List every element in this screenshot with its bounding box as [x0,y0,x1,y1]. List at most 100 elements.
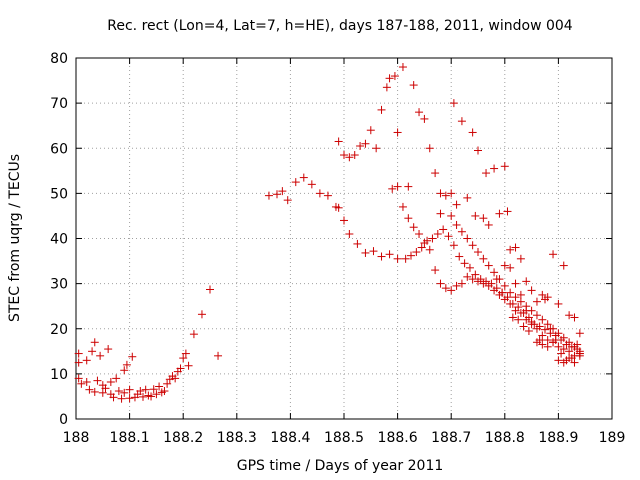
data-point [554,299,563,308]
data-point [559,261,568,270]
data-point [393,182,402,191]
data-point [543,336,552,345]
x-tick-label: 188.7 [431,430,471,446]
data-point [385,74,394,83]
data-point [179,354,188,363]
data-point [439,225,448,234]
data-point [149,385,158,394]
y-tick-labels: 0 10 20 30 40 50 60 70 80 [50,51,68,428]
data-point [112,374,121,383]
data-point [425,245,434,254]
data-point [441,284,450,293]
data-point [315,189,324,198]
data-point [471,270,480,279]
data-point [463,234,472,243]
data-point [554,329,563,338]
data-point [565,347,574,356]
data-point [117,394,126,403]
data-point [323,191,332,200]
data-point [114,387,123,396]
data-point [197,310,206,319]
data-point [463,272,472,281]
data-points [74,63,584,403]
data-point [500,295,509,304]
data-point [527,317,536,326]
x-tick-labels: 188 188.1 188.2 188.3 188.4 188.5 188.6 188.7 18… [63,430,626,446]
data-point [264,191,273,200]
data-point [273,190,281,199]
data-point [460,259,469,268]
data-point [511,306,520,315]
data-point [74,349,83,358]
data-point [457,279,466,288]
data-point [93,376,102,385]
data-point [120,366,129,375]
data-point [514,315,523,324]
data-point [214,351,223,360]
data-point [433,229,442,238]
data-point [484,220,493,229]
data-point [404,214,413,223]
data-point [189,330,198,339]
data-point [340,151,348,160]
data-point [457,227,466,236]
data-point [447,189,456,198]
data-point [474,277,482,286]
data-point [490,268,499,277]
data-point [484,281,493,290]
data-point [141,385,150,394]
data-point [436,209,445,218]
data-point [345,153,354,162]
x-tick-label: 188.6 [378,430,418,446]
grid [76,58,612,419]
data-point [490,164,499,173]
x-tick-label: 188.4 [270,430,310,446]
data-point [455,252,464,261]
y-tick-label: 30 [50,277,68,293]
data-point [532,324,541,333]
data-point [377,105,386,114]
data-point [452,281,461,290]
data-point [457,117,466,126]
data-point [532,311,541,320]
data-point [503,207,512,216]
data-point [74,374,83,383]
x-tick-label: 188.9 [538,430,578,446]
data-point [184,361,193,370]
data-point [361,139,370,148]
data-point [431,169,440,178]
data-point [125,385,134,394]
data-point [452,220,461,229]
data-point [152,390,161,399]
data-point [431,266,440,275]
data-point [557,349,566,358]
x-tick-label: 188.5 [324,430,364,446]
data-point [447,286,456,295]
data-point [541,325,549,334]
data-point [398,63,407,72]
data-point [291,178,300,187]
data-point [474,146,482,155]
data-point [463,193,472,202]
data-point [516,308,525,317]
data-point [468,275,477,284]
data-point [390,72,399,81]
data-point [452,200,461,209]
data-point [573,340,582,349]
plot-frame [75,57,613,420]
data-point [567,354,576,363]
data-point [163,379,172,388]
data-point [575,329,584,338]
data-point [407,251,415,260]
chart-title: Rec. rect (Lon=4, Lat=7, h=HE), days 187… [107,18,573,34]
data-point [436,189,445,198]
data-point [340,216,348,225]
data-point [538,290,547,299]
data-point [82,377,91,386]
data-point [559,333,568,342]
data-point [155,382,164,391]
data-point [570,313,579,322]
y-tick-label: 50 [50,186,68,202]
data-point [101,384,110,393]
data-point [90,387,99,396]
